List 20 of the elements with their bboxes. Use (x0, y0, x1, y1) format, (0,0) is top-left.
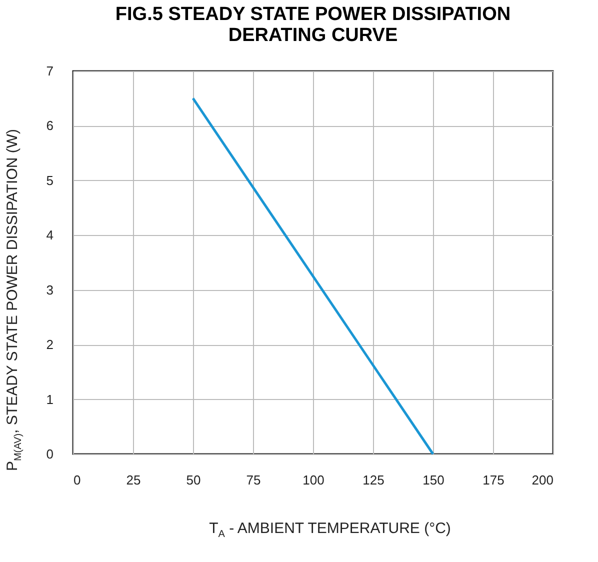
x-tick-label: 175 (482, 472, 504, 488)
y-tick-label: 5 (46, 172, 54, 188)
y-tick-label: 1 (46, 392, 54, 407)
text: DERATING CURVE (228, 25, 398, 46)
x-axis-title: T$_{A}$ - AMBIENT TEMPERATURE (°C) (208, 520, 452, 540)
x-tick-label: 25 (126, 472, 141, 488)
x-tick-label: 75 (246, 472, 261, 488)
x-tick-label: 0 (74, 472, 81, 488)
y-tick-label: 7 (46, 64, 54, 78)
y-tick-label: 0 (46, 446, 54, 462)
y-tick-label: 2 (46, 337, 54, 352)
y-tick-label: 4 (46, 228, 54, 243)
y-tick-label: 6 (46, 118, 54, 134)
x-tick-label: 125 (362, 472, 384, 488)
x-tick-label: 150 (422, 472, 444, 488)
x-tick-label: 200 (532, 472, 554, 488)
x-tick-label: 100 (302, 472, 324, 488)
x-tick-label: 50 (186, 472, 201, 488)
y-tick-label: 3 (46, 282, 54, 298)
text: FIG.5 STEADY STATE POWER DISSIPATION (115, 4, 511, 25)
